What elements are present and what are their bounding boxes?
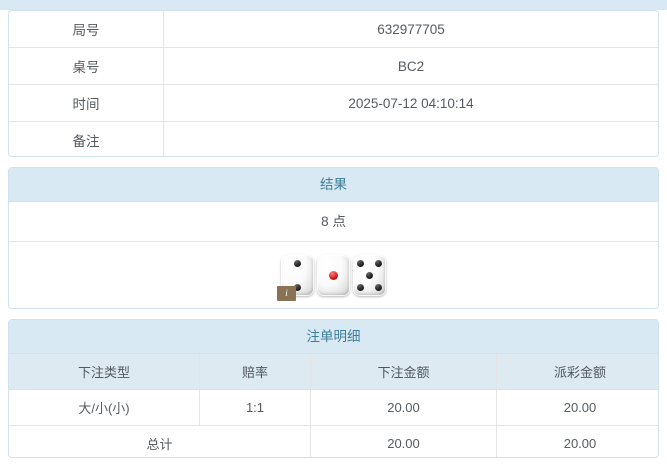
info-label-round-no: 局号	[9, 11, 164, 48]
table-header-row: 下注类型 赔率 下注金额 派彩金额	[9, 354, 658, 390]
die-1-wrapper: i	[277, 255, 314, 301]
die-pip	[357, 283, 364, 291]
info-label-time: 时间	[9, 84, 164, 122]
info-value-round-no: 632977705	[163, 11, 658, 48]
round-info-table: 局号 632977705 桌号 BC2 时间 2025-07-12 04:10:…	[9, 11, 658, 156]
cell-odds: 1:1	[199, 389, 311, 426]
bet-detail-table: 下注类型 赔率 下注金额 派彩金额 大/小(小) 1:1 20.00 20.00…	[9, 354, 658, 457]
cell-bet-type: 大/小(小)	[9, 389, 200, 426]
table-row: 局号 632977705	[9, 11, 658, 48]
die-pip	[294, 260, 301, 268]
top-accent-strip	[0, 0, 667, 10]
die-2-wrapper	[317, 255, 350, 296]
die-3-wrapper	[353, 255, 386, 296]
table-total-row: 总计 20.00 20.00	[9, 425, 658, 457]
die-pip	[294, 283, 301, 291]
cell-payout-amount: 20.00	[496, 389, 658, 426]
info-value-table-no: BC2	[163, 47, 658, 85]
info-badge-icon[interactable]: i	[277, 286, 296, 301]
bet-detail-panel: 注单明细 下注类型 赔率 下注金额 派彩金额 大/小(小) 1:1 20.00 …	[8, 319, 659, 458]
cell-total-label: 总计	[9, 425, 311, 457]
die-pip	[357, 260, 364, 268]
cell-total-payout-amount: 20.00	[496, 425, 658, 457]
info-value-time: 2025-07-12 04:10:14	[163, 84, 658, 122]
die-pip	[366, 271, 373, 279]
die-pip	[375, 260, 382, 268]
result-panel-title: 结果	[9, 168, 658, 202]
result-panel: 结果 8 点 i	[8, 167, 659, 309]
cell-total-bet-amount: 20.00	[310, 425, 497, 457]
column-header-bet-amount: 下注金额	[310, 354, 497, 390]
column-header-bet-type: 下注类型	[9, 354, 200, 390]
info-label-remark: 备注	[9, 121, 164, 156]
bet-detail-title: 注单明细	[9, 320, 658, 354]
column-header-payout-amount: 派彩金额	[496, 354, 658, 390]
column-header-odds: 赔率	[199, 354, 311, 390]
table-row: 备注	[9, 121, 658, 156]
die-3	[353, 255, 386, 296]
die-pip	[329, 270, 338, 280]
dice-row: i	[9, 242, 658, 308]
die-2	[317, 255, 350, 296]
result-points-text: 8 点	[9, 202, 658, 242]
table-row: 大/小(小) 1:1 20.00 20.00	[9, 389, 658, 426]
die-pip	[375, 283, 382, 291]
info-value-remark	[163, 121, 658, 156]
table-row: 桌号 BC2	[9, 47, 658, 85]
cell-bet-amount: 20.00	[310, 389, 497, 426]
table-row: 时间 2025-07-12 04:10:14	[9, 84, 658, 122]
round-info-panel: 局号 632977705 桌号 BC2 时间 2025-07-12 04:10:…	[8, 10, 659, 157]
info-label-table-no: 桌号	[9, 47, 164, 85]
